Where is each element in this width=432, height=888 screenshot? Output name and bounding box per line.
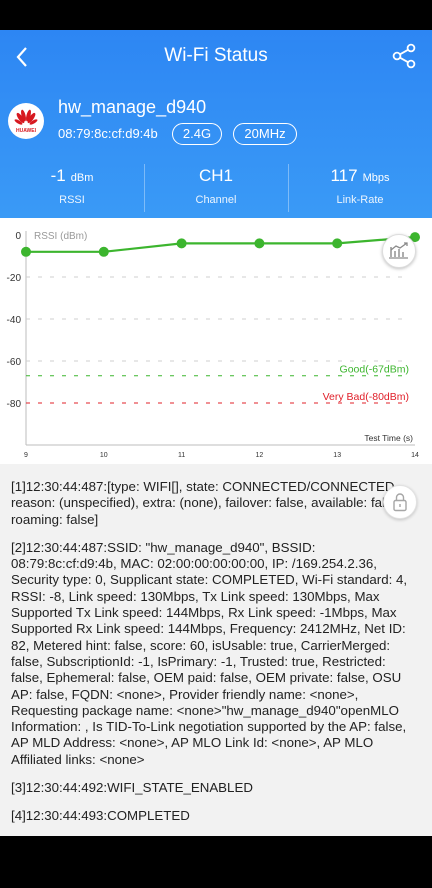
rssi-data-point — [410, 232, 420, 243]
share-button[interactable] — [390, 42, 418, 70]
link-rate-label: Link-Rate — [336, 194, 384, 206]
rssi-data-point — [176, 238, 187, 249]
y-tick-label: -80 — [7, 399, 22, 410]
page-title: Wi-Fi Status — [164, 45, 268, 66]
log-panel[interactable]: [1]12:30:44:487:[type: WIFI[], state: CO… — [0, 464, 432, 836]
ssid-name: hw_manage_d940 — [58, 97, 207, 117]
rssi-label: RSSI — [59, 194, 85, 206]
y-tick-label: -40 — [7, 315, 22, 326]
bottom-bar — [0, 836, 432, 888]
channel-value: CH1 — [198, 166, 233, 185]
rssi-chart-svg: 0 -20 -40 -60 -80 RSSI (dBm) Good(-67dBm) Very … — [7, 231, 420, 459]
y-tick-label: 0 — [15, 231, 21, 242]
channel-label: Channel — [195, 194, 237, 206]
logo-text: HUAWEI — [16, 128, 36, 134]
log-entry: [4]12:30:44:493:COMPLETED — [11, 808, 190, 824]
status-bar — [0, 0, 432, 30]
huawei-logo-icon — [14, 109, 38, 125]
x-tick-label: 14 — [411, 452, 419, 459]
rssi-data-point — [254, 238, 265, 249]
log-entry: [1]12:30:44:487:[type: WIFI[], state: CO… — [11, 479, 403, 527]
rssi-value: -1 — [50, 166, 66, 185]
lock-icon — [393, 493, 407, 512]
stat-rssi: -1 dBm RSSI — [0, 158, 144, 206]
link-rate-unit: Mbps — [362, 172, 390, 184]
log-entry: [2]12:30:44:487:SSID: "hw_manage_d940", … — [11, 539, 408, 767]
chart-title: RSSI (dBm) — [34, 231, 87, 242]
log-list: [1]12:30:44:487:[type: WIFI[], state: CO… — [11, 479, 421, 829]
rssi-data-point — [332, 238, 343, 249]
link-rate-value: 117 — [330, 166, 358, 185]
rssi-chart: 0 -20 -40 -60 -80 RSSI (dBm) Good(-67dBm) Very … — [0, 218, 432, 464]
huawei-logo: HUAWEI — [8, 103, 44, 139]
back-button[interactable] — [10, 42, 40, 72]
y-tick-label: -60 — [7, 357, 22, 368]
y-tick-label: -20 — [7, 273, 22, 284]
stat-link-rate: 117 Mbps Link-Rate — [288, 158, 432, 206]
x-tick-label: 11 — [178, 452, 185, 459]
threshold-label: Very Bad(-80dBm) — [323, 391, 409, 403]
x-tick-label: 9 — [24, 452, 28, 459]
share-icon — [392, 43, 416, 69]
band-badge: 2.4G — [172, 123, 222, 145]
threshold-label: Good(-67dBm) — [340, 364, 409, 376]
x-tick-label: 13 — [333, 452, 341, 459]
log-entry: [3]12:30:44:492:WIFI_STATE_ENABLED — [11, 780, 253, 796]
trend-chart-icon — [389, 242, 408, 259]
x-tick-label: 10 — [100, 452, 108, 459]
lock-scroll-button[interactable] — [383, 485, 417, 519]
stats-row: -1 dBm RSSI CH1 Channel 117 Mbps Link-Rate — [0, 158, 432, 218]
x-tick-label: 12 — [256, 452, 264, 459]
back-arrow-icon — [16, 47, 27, 67]
stat-channel: CH1 Channel — [144, 158, 288, 206]
stat-divider — [144, 164, 145, 212]
header: Wi-Fi Status HUAWEI — [0, 30, 432, 218]
bandwidth-badge: 20MHz — [233, 123, 297, 145]
rssi-unit: dBm — [70, 172, 94, 184]
stat-divider — [288, 164, 289, 212]
bssid-value: 08:79:8c:cf:d9:4b — [58, 126, 158, 141]
rssi-data-point — [98, 246, 109, 257]
trend-button[interactable] — [382, 234, 416, 268]
x-axis-label: Test Time (s) — [364, 433, 413, 443]
rssi-data-point — [21, 246, 31, 257]
rssi-series-line — [26, 236, 416, 253]
